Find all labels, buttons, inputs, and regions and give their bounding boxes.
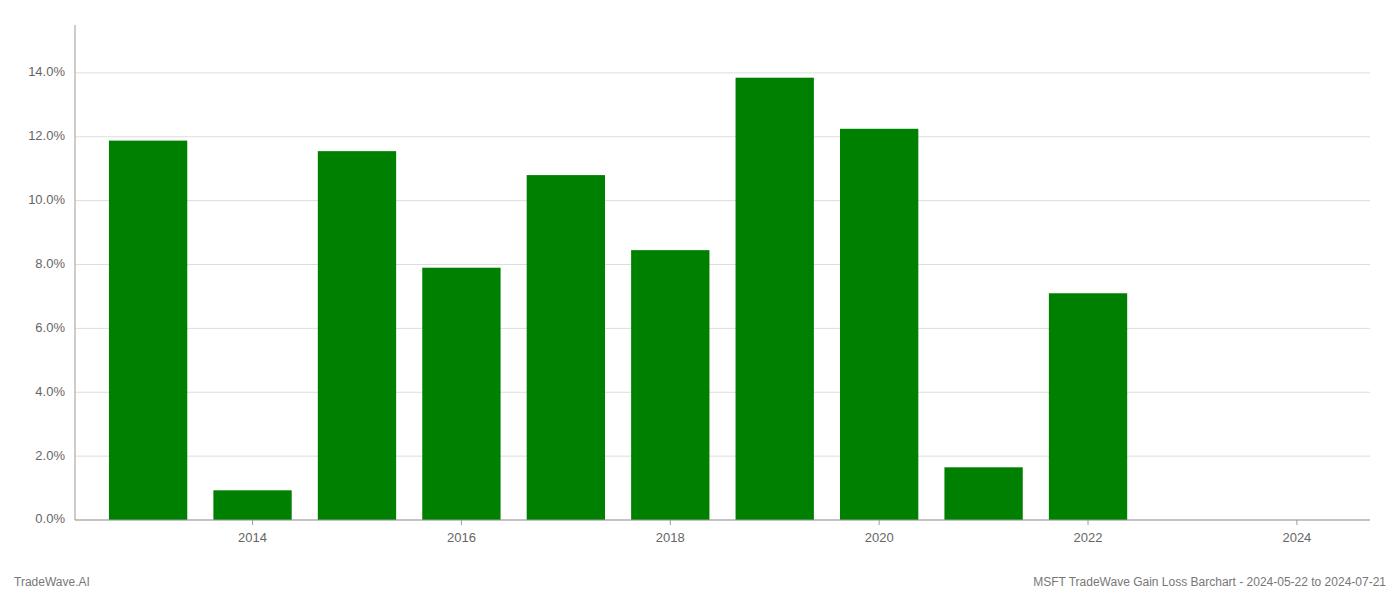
grid-line bbox=[75, 328, 1370, 329]
x-tick bbox=[461, 520, 462, 525]
grid-line bbox=[75, 200, 1370, 201]
x-ticks: 2014 2016 2018 2020 2022 2024 bbox=[238, 520, 1311, 545]
bar bbox=[109, 141, 187, 520]
chart-svg: 0.0%2.0%4.0%6.0%8.0%10.0%12.0%14.0%20142… bbox=[0, 0, 1400, 600]
x-tick bbox=[879, 520, 880, 525]
x-tick-label: 2018 bbox=[656, 530, 685, 545]
x-tick-label: 2022 bbox=[1074, 530, 1103, 545]
y-tick-label: 8.0% bbox=[35, 256, 65, 271]
grid-line bbox=[75, 456, 1370, 457]
bar bbox=[631, 250, 709, 520]
bar bbox=[1049, 293, 1127, 520]
grid-line bbox=[75, 520, 1370, 521]
bar bbox=[840, 129, 918, 520]
y-tick-label: 4.0% bbox=[35, 384, 65, 399]
y-tick-labels: 0.0% 2.0% 4.0% 6.0% 8.0% 10.0% 12.0% 14.0% bbox=[28, 64, 65, 526]
y-tick-label: 12.0% bbox=[28, 128, 65, 143]
bars bbox=[109, 78, 1127, 520]
footer-text: MSFT TradeWave Gain Loss Barchart - 2024… bbox=[1033, 575, 1386, 589]
x-tick-label: 2016 bbox=[447, 530, 476, 545]
footer-text: TradeWave.AI bbox=[14, 575, 90, 589]
x-tick-label: 2024 bbox=[1282, 530, 1311, 545]
y-tick-label: 14.0% bbox=[28, 64, 65, 79]
bar bbox=[422, 268, 500, 520]
grid-line bbox=[75, 392, 1370, 393]
y-tick-label: 10.0% bbox=[28, 192, 65, 207]
bar bbox=[213, 490, 291, 520]
bar bbox=[527, 175, 605, 520]
x-tick-label: 2014 bbox=[238, 530, 267, 545]
bar bbox=[944, 467, 1022, 520]
y-tick-label: 0.0% bbox=[35, 511, 65, 526]
x-tick bbox=[1088, 520, 1089, 525]
chart-container: 0.0%2.0%4.0%6.0%8.0%10.0%12.0%14.0%20142… bbox=[0, 0, 1400, 600]
y-grid bbox=[75, 73, 1370, 520]
grid-line bbox=[75, 136, 1370, 137]
x-tick-label: 2020 bbox=[865, 530, 894, 545]
x-tick bbox=[252, 520, 253, 525]
grid-line bbox=[75, 72, 1370, 73]
y-tick-label: 2.0% bbox=[35, 448, 65, 463]
x-tick bbox=[670, 520, 671, 525]
y-axis-line bbox=[75, 25, 76, 520]
grid-line bbox=[75, 264, 1370, 265]
bar bbox=[736, 78, 814, 520]
y-tick-label: 6.0% bbox=[35, 320, 65, 335]
x-tick bbox=[1296, 520, 1297, 525]
bar bbox=[318, 151, 396, 520]
background bbox=[0, 0, 1400, 600]
x-axis-line bbox=[75, 520, 1370, 521]
